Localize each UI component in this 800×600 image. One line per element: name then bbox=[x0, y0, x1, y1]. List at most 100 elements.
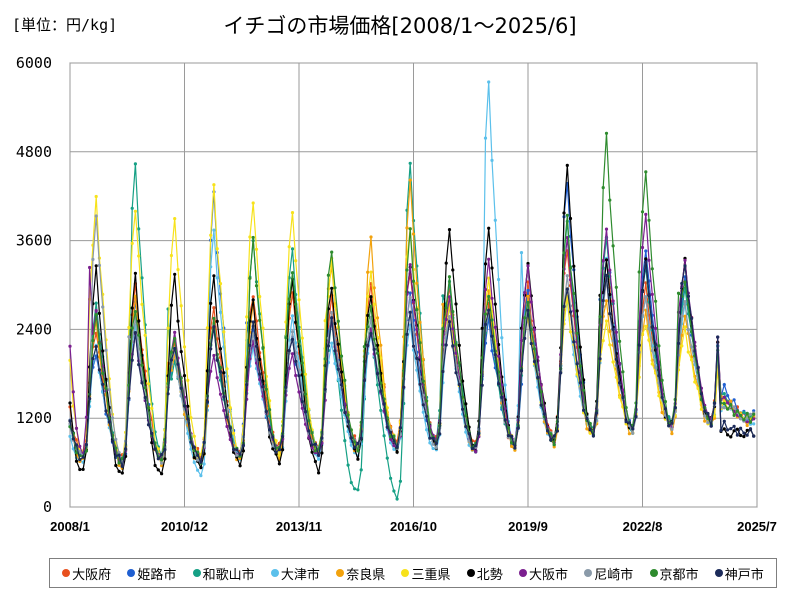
data-point bbox=[353, 434, 357, 438]
data-point bbox=[729, 403, 733, 407]
data-point bbox=[68, 434, 72, 438]
data-point bbox=[84, 449, 88, 453]
data-point bbox=[748, 412, 753, 416]
data-point bbox=[729, 427, 733, 431]
data-point bbox=[261, 346, 265, 350]
data-point bbox=[186, 404, 190, 408]
data-point bbox=[601, 259, 605, 263]
data-point bbox=[133, 310, 137, 314]
data-point bbox=[176, 362, 180, 366]
series-layer bbox=[68, 80, 756, 502]
data-point bbox=[166, 392, 170, 396]
data-point bbox=[418, 341, 422, 345]
data-point bbox=[277, 462, 281, 466]
data-point bbox=[451, 344, 455, 348]
data-point bbox=[487, 226, 491, 230]
data-point bbox=[441, 302, 445, 306]
data-point bbox=[254, 319, 259, 323]
data-point bbox=[572, 264, 576, 268]
data-point bbox=[372, 286, 376, 290]
data-point bbox=[176, 375, 180, 379]
data-point bbox=[323, 319, 327, 323]
data-point bbox=[722, 399, 726, 403]
data-point bbox=[667, 424, 671, 428]
data-point bbox=[395, 445, 399, 449]
data-point bbox=[608, 198, 612, 202]
data-point bbox=[444, 331, 448, 335]
data-point bbox=[444, 343, 448, 347]
data-point bbox=[546, 429, 550, 433]
data-point bbox=[729, 435, 733, 439]
legend-label: 奈良県 bbox=[346, 567, 386, 583]
data-point bbox=[408, 227, 412, 231]
data-point bbox=[631, 427, 635, 431]
data-point bbox=[516, 426, 520, 430]
data-point bbox=[143, 333, 147, 337]
data-point bbox=[735, 409, 740, 413]
data-point bbox=[205, 326, 209, 330]
data-point bbox=[523, 316, 527, 320]
x-axis: 2008/1 2010/12 2013/11 2016/10 2019/9 2022/8 2… bbox=[50, 519, 777, 534]
data-point bbox=[258, 295, 262, 299]
data-point bbox=[601, 299, 605, 303]
data-point bbox=[74, 438, 79, 442]
data-point bbox=[268, 408, 272, 412]
data-point bbox=[428, 441, 432, 445]
data-point bbox=[483, 322, 488, 326]
data-point bbox=[425, 428, 429, 432]
data-point bbox=[264, 387, 268, 391]
data-point bbox=[408, 295, 412, 299]
data-point bbox=[385, 406, 389, 410]
x-tick-label: 2013/11 bbox=[276, 519, 322, 534]
data-point bbox=[117, 461, 121, 465]
data-point bbox=[356, 488, 360, 492]
data-point bbox=[604, 319, 609, 323]
data-point bbox=[696, 386, 700, 391]
legend-marker bbox=[62, 569, 71, 577]
data-point bbox=[356, 449, 360, 453]
data-point bbox=[706, 421, 710, 425]
data-point bbox=[578, 345, 582, 349]
data-point bbox=[503, 383, 507, 387]
data-point bbox=[215, 358, 219, 362]
data-point bbox=[169, 358, 173, 362]
data-point bbox=[71, 390, 75, 394]
data-point bbox=[526, 294, 530, 298]
data-point bbox=[640, 313, 645, 317]
data-point bbox=[680, 314, 684, 318]
data-point bbox=[392, 443, 396, 448]
data-point bbox=[137, 227, 141, 231]
data-point bbox=[640, 332, 645, 336]
data-point bbox=[349, 443, 353, 447]
data-point bbox=[739, 417, 743, 421]
data-point bbox=[74, 443, 79, 447]
data-point bbox=[578, 364, 582, 368]
data-point bbox=[536, 375, 540, 380]
data-point bbox=[470, 447, 474, 451]
data-point bbox=[303, 372, 308, 376]
data-point bbox=[454, 351, 458, 355]
data-point bbox=[398, 426, 402, 430]
data-point bbox=[690, 358, 694, 362]
data-point bbox=[418, 382, 422, 386]
data-point bbox=[78, 450, 82, 454]
data-point bbox=[222, 371, 226, 375]
data-point bbox=[611, 327, 615, 331]
line-chart: 0 1200 2400 3600 4800 6000 2008/1 2010/12 2013/… bbox=[16, 54, 777, 534]
data-point bbox=[673, 406, 677, 410]
data-point bbox=[595, 411, 599, 415]
data-point bbox=[271, 435, 275, 439]
data-point bbox=[640, 210, 645, 214]
data-point bbox=[91, 257, 95, 261]
data-point bbox=[330, 316, 334, 320]
data-point bbox=[339, 383, 344, 387]
data-point bbox=[575, 309, 579, 313]
data-point bbox=[317, 457, 321, 461]
data-point bbox=[353, 440, 357, 444]
data-point bbox=[686, 350, 690, 354]
data-point bbox=[608, 343, 612, 347]
data-point bbox=[251, 298, 255, 302]
data-point bbox=[451, 310, 455, 314]
data-point bbox=[297, 390, 301, 394]
data-point bbox=[228, 437, 232, 442]
